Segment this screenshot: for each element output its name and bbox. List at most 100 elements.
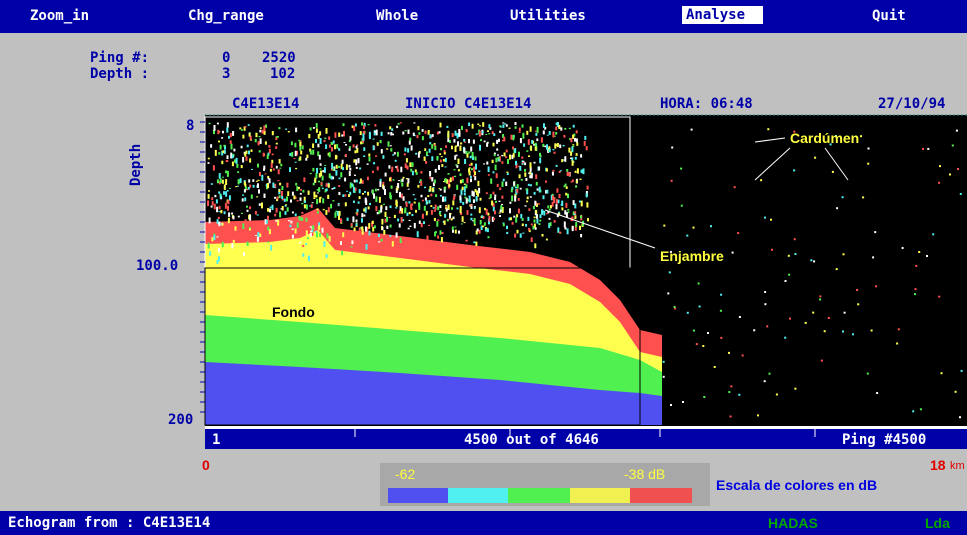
echo-target [691,129,693,131]
echo-target [411,214,413,216]
echo-target [422,200,424,202]
echo-target [437,156,439,159]
echo-target [287,207,289,211]
echo-target [302,190,304,193]
echo-target [867,373,869,375]
echo-target [310,127,312,130]
status-source: Echogram from : C4E13E14 [8,515,210,531]
echo-target [218,191,220,193]
echo-target [307,237,309,239]
echo-target [316,199,318,204]
echo-target [356,148,358,153]
echo-target [251,169,253,170]
echo-target [538,203,540,204]
echo-target [218,256,220,261]
echo-target [430,194,432,197]
echo-target [421,223,423,227]
echo-target [474,207,476,209]
echo-target [534,201,536,206]
echo-target [468,168,470,172]
echo-target [819,299,821,301]
echo-target [513,216,515,218]
echo-target [517,184,519,188]
echo-target [472,152,474,157]
echo-target [208,249,210,252]
echo-target [475,242,477,246]
echo-target [400,167,402,173]
echo-target [243,252,245,256]
echo-target [295,151,297,156]
echo-target [567,194,569,199]
echo-target [439,188,441,189]
echo-target [504,152,506,156]
echo-target [300,193,302,195]
status-system: HADAS [768,515,818,531]
echo-target [248,151,250,155]
echo-target [429,149,431,153]
echo-target [217,236,219,237]
scale-swatch [570,488,630,503]
echo-target [309,205,311,206]
echo-target [458,159,460,164]
echo-target [288,220,290,221]
echo-target [270,245,272,251]
echo-target [525,178,527,181]
echo-target [502,124,504,127]
echo-target [386,226,388,229]
echo-target [857,303,859,305]
echo-target [477,124,479,125]
echo-target [405,163,407,168]
echo-target [557,143,559,147]
echo-target [506,150,508,153]
echo-target [428,225,430,226]
echo-target [417,135,419,138]
echo-target [225,179,227,185]
echo-target [479,145,481,151]
echo-target [208,162,210,164]
echo-target [510,218,512,221]
echo-target [524,169,526,172]
echo-target [571,146,573,152]
echo-target [531,237,533,242]
echo-target [528,173,530,175]
echo-target [359,196,361,199]
echo-target [367,163,369,165]
echo-target [310,151,312,155]
echo-target [394,215,396,218]
echo-target [362,141,364,143]
echo-target [959,416,961,418]
echo-target [380,140,382,143]
echo-target [927,148,929,150]
echo-target [213,235,215,240]
echo-target [302,245,304,247]
echo-target [297,223,299,228]
echo-target [515,126,517,129]
echo-target [291,141,293,145]
echo-target [454,176,456,177]
echo-target [221,137,223,139]
echo-target [295,183,297,186]
echo-target [457,208,459,210]
echo-target [216,207,218,212]
echo-target [587,218,589,221]
echo-target [381,132,383,136]
y-axis-title: Depth [128,144,144,186]
scale-swatch [448,488,508,503]
scale-swatch [388,488,448,503]
echo-target [397,183,399,188]
echo-target [303,238,305,242]
echo-target [388,165,390,168]
echo-target [457,133,459,138]
echo-target [408,130,410,134]
echo-target [465,197,467,199]
echo-target [338,185,340,187]
echo-target [789,318,791,320]
echo-target [478,188,480,193]
echo-target [213,165,215,170]
echo-target [898,328,900,330]
echo-target [570,151,572,155]
echo-target [242,223,244,229]
echo-target [378,234,380,237]
echo-target [404,153,406,155]
echo-target [326,233,328,238]
